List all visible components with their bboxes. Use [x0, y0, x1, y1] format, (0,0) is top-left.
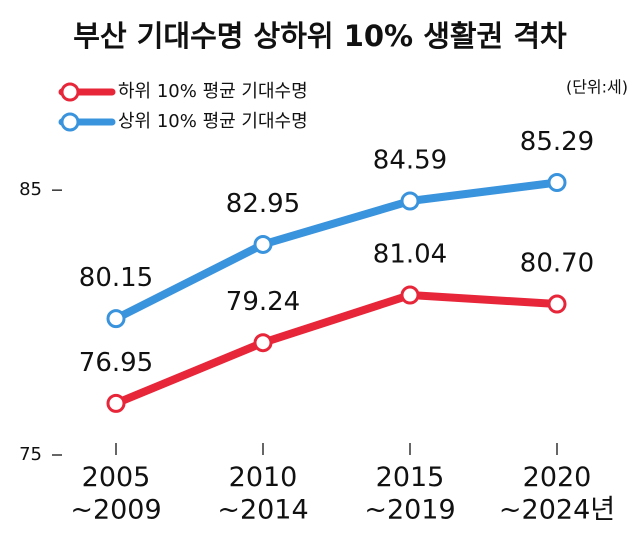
value-label: 80.70	[520, 249, 594, 279]
x-tick-label: 2005 ~2009	[70, 462, 161, 525]
value-label: 80.15	[79, 263, 153, 293]
point	[547, 172, 567, 192]
x-tick-label: 2020 ~2024년	[499, 462, 615, 525]
x-tick-label: 2015 ~2019	[364, 462, 455, 525]
y-tick-label: 75	[19, 444, 42, 465]
legend-label: 상위 10% 평균 기대수명	[118, 111, 308, 132]
x-tick-label: 2010 ~2014	[217, 462, 308, 525]
chart-title: 부산 기대수명 상하위 10% 생활권 격차	[73, 19, 567, 53]
value-label: 76.95	[79, 348, 153, 378]
value-label: 84.59	[373, 146, 447, 176]
point	[547, 294, 567, 314]
legend-marker	[60, 112, 80, 132]
series-line	[114, 178, 558, 323]
legend-label: 하위 10% 평균 기대수명	[118, 81, 308, 102]
point	[106, 393, 126, 413]
point	[106, 309, 126, 329]
legend-marker	[60, 82, 80, 102]
point	[400, 191, 420, 211]
unit-note: (단위:세)	[566, 78, 628, 97]
point	[400, 285, 420, 305]
value-label: 81.04	[373, 240, 447, 270]
value-label: 79.24	[226, 287, 300, 317]
value-label: 82.95	[226, 189, 300, 219]
y-tick-label: 85	[19, 179, 42, 200]
series-line	[114, 291, 558, 408]
point	[253, 234, 273, 254]
value-label: 85.29	[520, 127, 594, 157]
point	[253, 333, 273, 353]
